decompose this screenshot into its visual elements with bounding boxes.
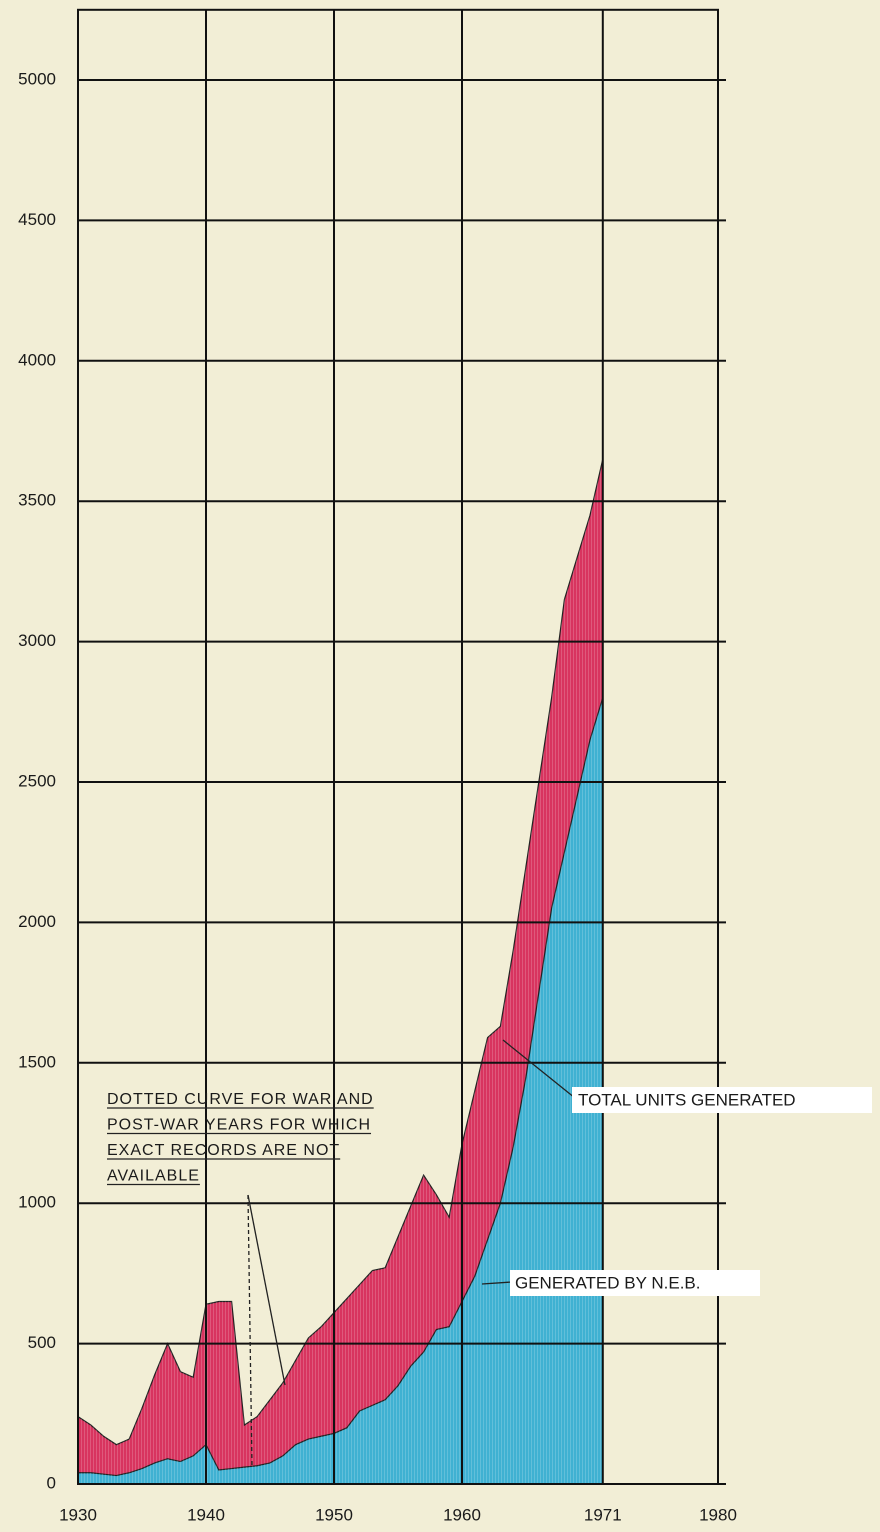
- x-tick-label: 1971: [584, 1505, 622, 1524]
- area-texture: [78, 697, 603, 1484]
- y-tick-label: 2500: [18, 771, 56, 790]
- series-label: GENERATED BY N.E.B.: [515, 1273, 700, 1292]
- x-tick-label: 1980: [699, 1505, 737, 1524]
- y-tick-label: 0: [47, 1473, 56, 1492]
- area-texture: [78, 459, 603, 1485]
- plot-frame: [77, 8, 719, 1485]
- y-tick-label: 2000: [18, 912, 56, 931]
- x-tick-label: 1960: [443, 1505, 481, 1524]
- arrow: [247, 1194, 286, 1386]
- label-box: [510, 1270, 760, 1296]
- labels: 0 500 1000 1500 2000 2500 3000 3500 4000 4500 5000…: [18, 69, 737, 1524]
- y-tick-label: 1500: [18, 1052, 56, 1071]
- x-tick-label: 1930: [59, 1505, 97, 1524]
- series-label: TOTAL UNITS GENERATED: [578, 1090, 796, 1109]
- y-tick-label: 3500: [18, 491, 56, 510]
- annotation-line: DOTTED CURVE FOR WAR AND: [107, 1091, 374, 1108]
- annotation: DOTTED CURVE FOR WAR AND POST-WAR YEARS F…: [107, 1091, 374, 1186]
- arrow: [247, 1194, 253, 1469]
- x-tick-label: 1940: [187, 1505, 225, 1524]
- annotation-line: POST-WAR YEARS FOR WHICH: [107, 1117, 371, 1134]
- annotation-line: AVAILABLE: [107, 1168, 200, 1185]
- y-tick-label: 5000: [18, 69, 56, 88]
- areas: [77, 458, 604, 1485]
- y-tick-label: 4500: [18, 210, 56, 229]
- arrow: [502, 1039, 576, 1099]
- y-tick-label: 3000: [18, 631, 56, 650]
- arrows: [247, 1039, 576, 1469]
- arrow: [481, 1281, 513, 1285]
- y-tick-label: 1000: [18, 1193, 56, 1212]
- x-tick-label: 1950: [315, 1505, 353, 1524]
- label-box: [572, 1087, 872, 1113]
- y-tick-label: 500: [28, 1333, 56, 1352]
- annotation-line: EXACT RECORDS ARE NOT: [107, 1142, 340, 1159]
- y-tick-label: 4000: [18, 350, 56, 369]
- grid: [77, 8, 726, 1485]
